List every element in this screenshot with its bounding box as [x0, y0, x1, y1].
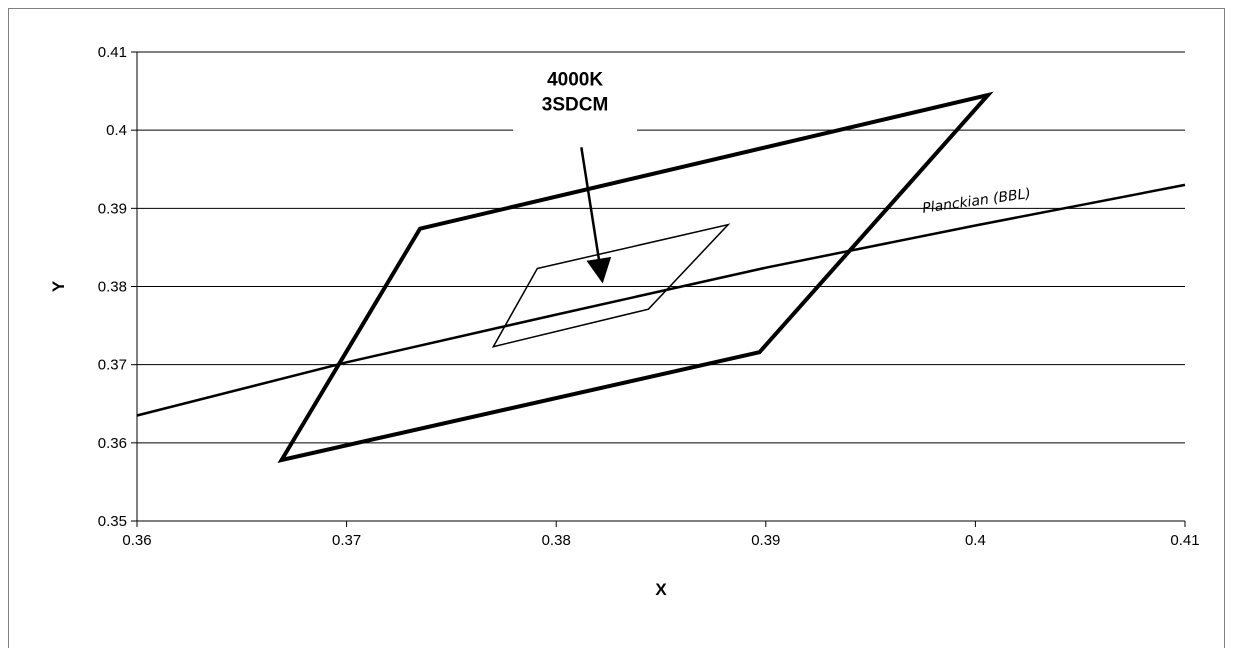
x-tick-label: 0.39 — [751, 532, 780, 549]
y-tick-label: 0.38 — [98, 279, 127, 296]
inner-quadrangle-3sdcm — [491, 223, 731, 348]
y-tick-label: 0.4 — [106, 122, 127, 139]
y-tick-label: 0.39 — [98, 200, 127, 217]
y-tick-label: 0.41 — [98, 44, 127, 61]
y-tick-label: 0.37 — [98, 357, 127, 374]
planckian-curve-label: Planckian (BBL) — [921, 186, 1031, 217]
outer-quadrangle — [277, 91, 994, 463]
y-tick-labels: 0.35 0.36 0.37 0.38 0.39 0.4 0.41 — [98, 44, 127, 530]
x-tick-label: 0.4 — [965, 532, 986, 549]
y-tick-label: 0.36 — [98, 435, 127, 452]
chart-frame: 0.35 0.36 0.37 0.38 0.39 0.4 0.41 0.36 0.37 0.38… — [8, 8, 1225, 648]
annotation-arrow — [580, 147, 612, 284]
annotation-line-1: 4000K — [547, 70, 603, 91]
annotation-background — [513, 63, 638, 142]
x-tick-label: 0.36 — [122, 532, 151, 549]
series-layer — [136, 91, 1186, 463]
x-tick-label: 0.37 — [332, 532, 361, 549]
axes — [131, 51, 1186, 527]
x-tick-labels: 0.36 0.37 0.38 0.39 0.4 0.41 — [122, 532, 1199, 549]
y-tick-label: 0.35 — [98, 513, 127, 530]
x-tick-label: 0.41 — [1170, 532, 1199, 549]
annotation-line-2: 3SDCM — [542, 95, 609, 116]
x-tick-label: 0.38 — [542, 532, 571, 549]
y-axis-title: Y — [49, 280, 68, 292]
x-axis-title: X — [655, 580, 667, 599]
planckian-curve — [136, 183, 1186, 417]
chart-svg: 0.35 0.36 0.37 0.38 0.39 0.4 0.41 0.36 0.37 0.38… — [49, 44, 1200, 599]
annotation-callout: 4000K 3SDCM — [513, 63, 638, 284]
gridlines — [137, 51, 1185, 444]
